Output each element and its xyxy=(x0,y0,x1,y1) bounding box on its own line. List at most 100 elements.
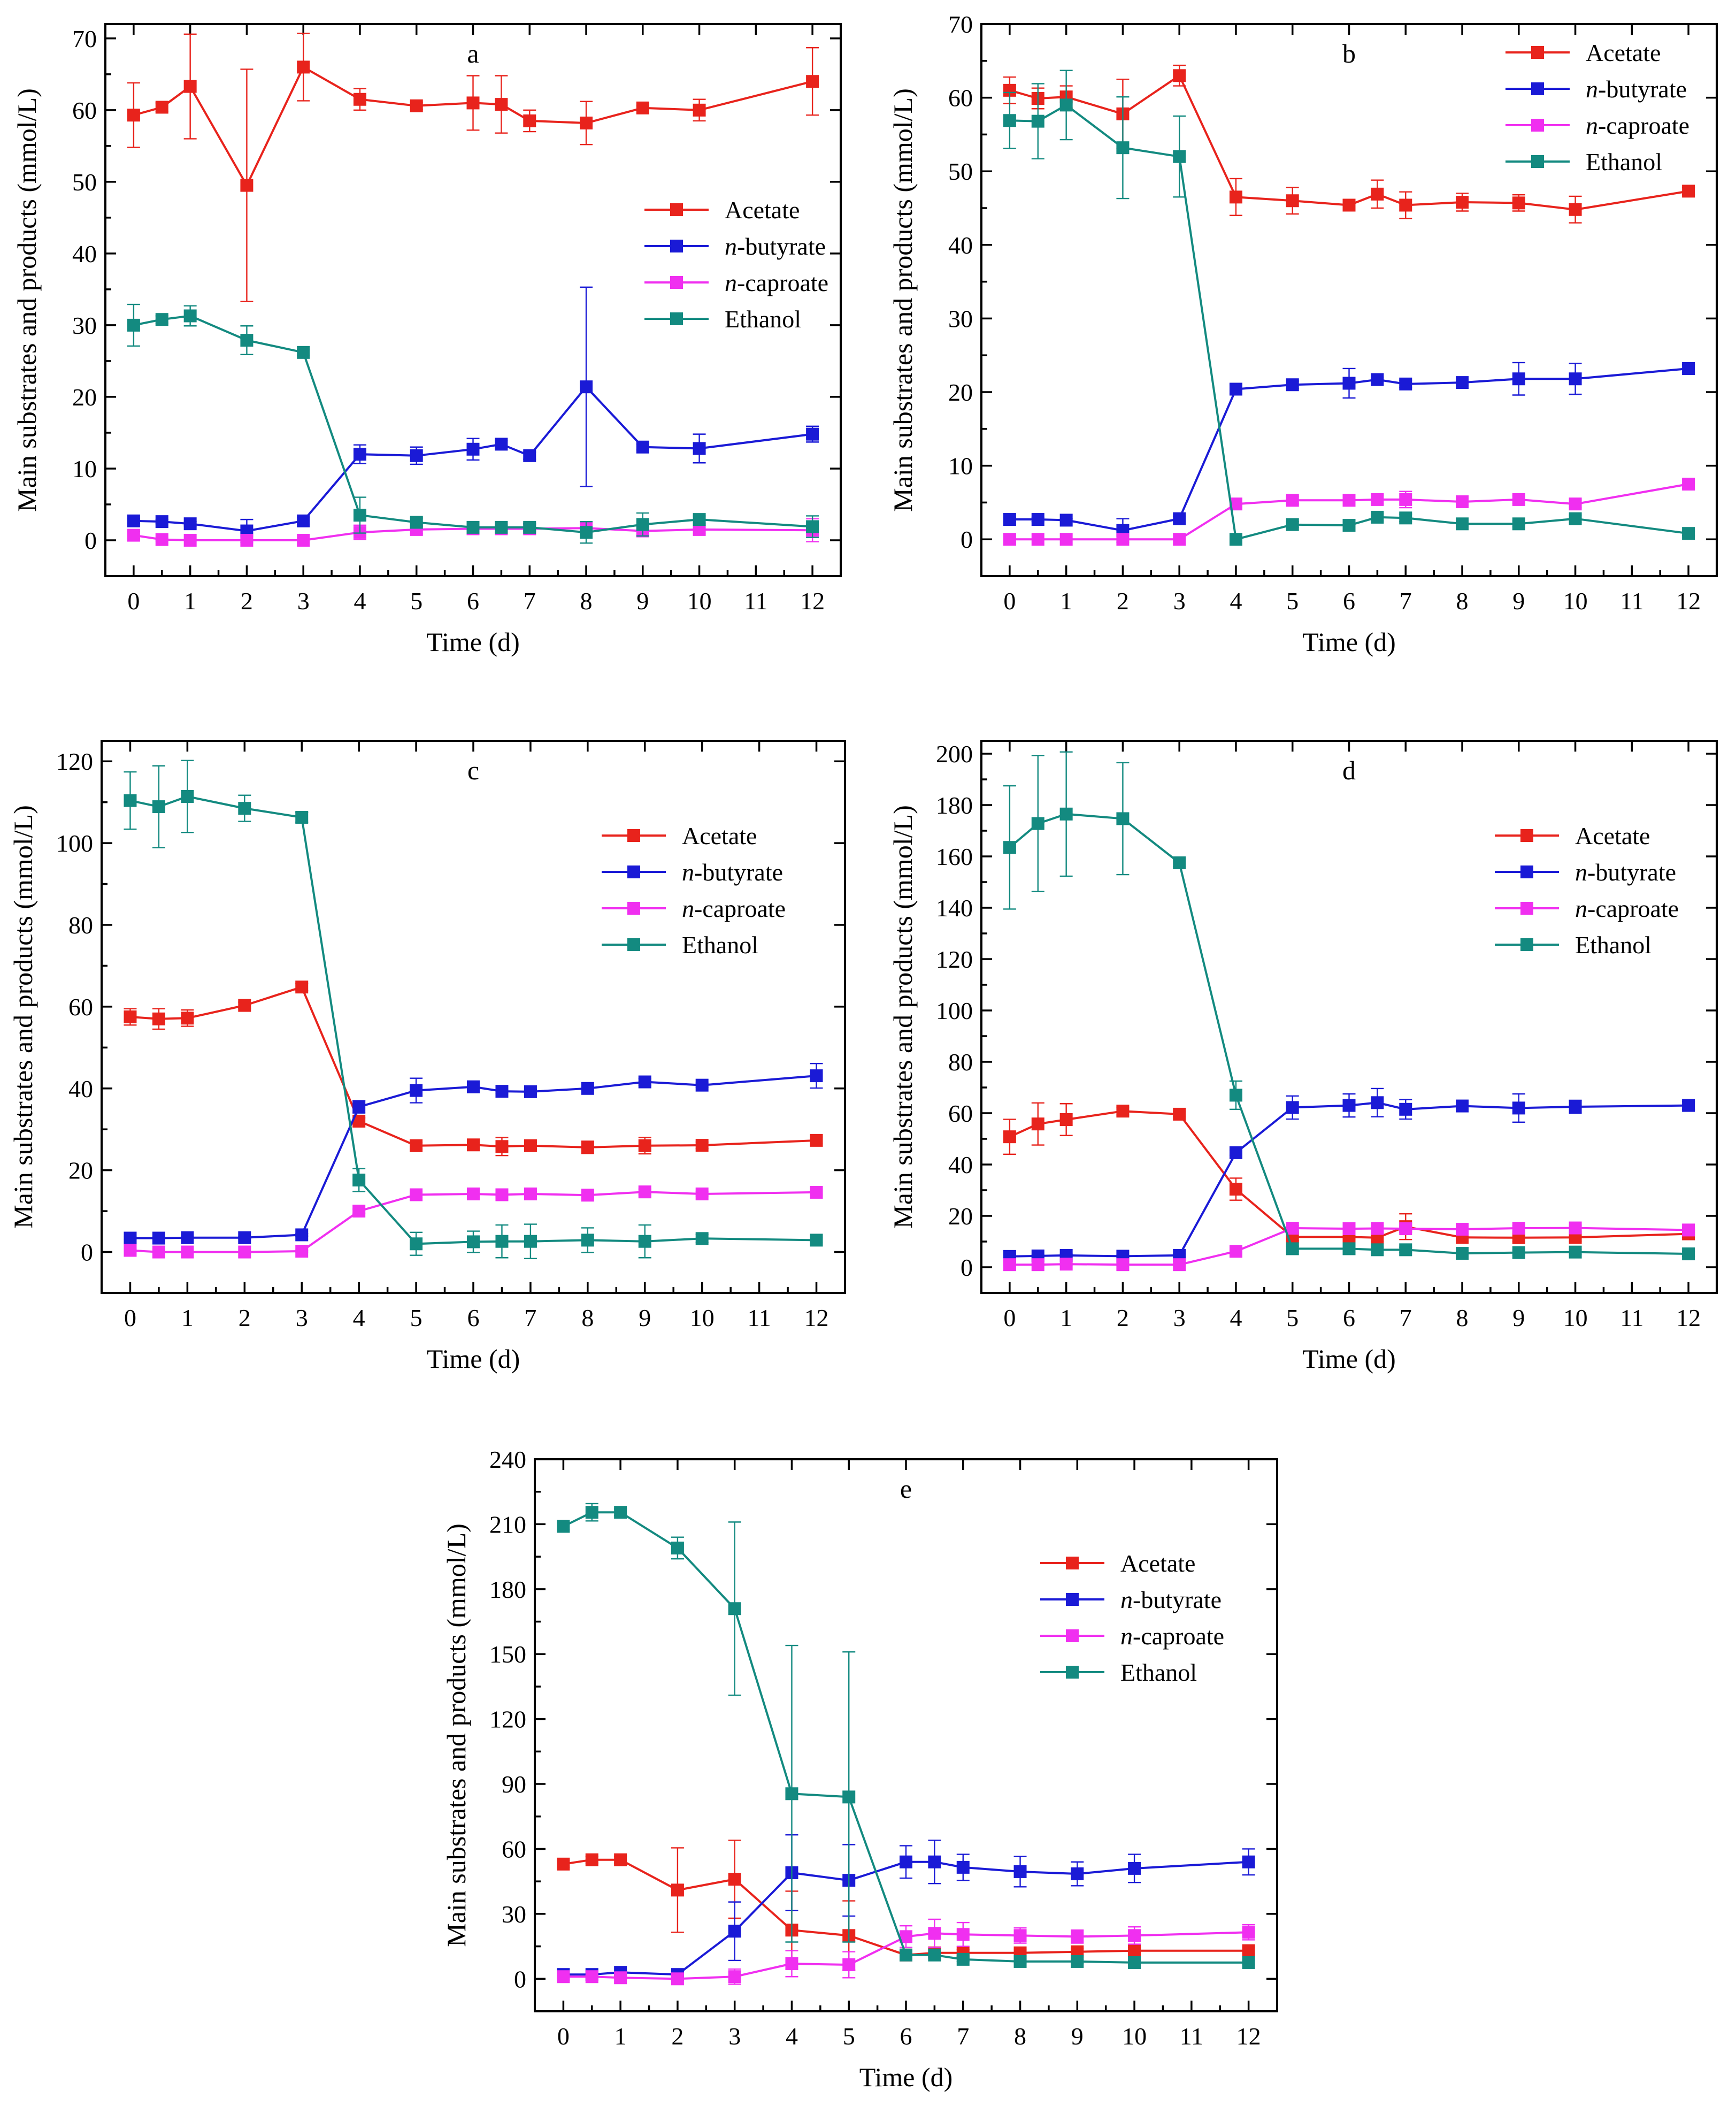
data-point xyxy=(636,440,649,454)
series-line-caproate xyxy=(133,527,813,541)
x-tick-label: 11 xyxy=(747,1304,771,1331)
data-point xyxy=(1286,1222,1299,1235)
y-tick-label: 0 xyxy=(514,1965,526,1993)
data-point xyxy=(1371,1243,1384,1257)
legend-label-acetate: Acetate xyxy=(1575,822,1650,849)
data-point xyxy=(524,1235,537,1248)
x-tick-label: 9 xyxy=(639,1304,651,1331)
y-tick-label: 80 xyxy=(68,912,93,939)
legend-label-rest: -butyrate xyxy=(1598,75,1687,103)
legend-marker-caproate xyxy=(627,902,640,915)
legend-label-italic: n xyxy=(1575,859,1587,886)
data-point xyxy=(183,517,197,531)
series-butyrate xyxy=(127,286,819,543)
x-tick-label: 10 xyxy=(690,1304,715,1331)
data-point xyxy=(1286,194,1299,208)
series-line-butyrate xyxy=(1009,367,1689,532)
data-point xyxy=(523,449,536,462)
data-point xyxy=(1399,1222,1412,1235)
data-point xyxy=(728,1602,741,1615)
legend-label-rest: -butyrate xyxy=(737,233,826,260)
data-point xyxy=(1013,1929,1027,1942)
data-point xyxy=(785,1957,798,1970)
x-tick-label: 3 xyxy=(296,1304,308,1331)
x-tick-label: 2 xyxy=(239,1304,251,1331)
y-axis-title: Main substrates and products (mmol/L) xyxy=(12,88,42,512)
legend-label-rest: -butyrate xyxy=(1587,859,1676,886)
y-tick-label: 160 xyxy=(936,843,973,870)
data-point xyxy=(124,794,137,807)
data-point xyxy=(695,1188,709,1201)
data-point xyxy=(124,1244,137,1257)
y-tick-label: 120 xyxy=(936,946,973,973)
data-point xyxy=(1682,527,1695,540)
y-tick-label: 80 xyxy=(948,1048,973,1076)
legend-marker-acetate xyxy=(1531,46,1544,59)
y-tick-label: 20 xyxy=(948,1202,973,1230)
legend-label-italic: n xyxy=(725,269,737,296)
legend-label-italic: n xyxy=(1575,895,1587,922)
data-point xyxy=(240,334,254,347)
data-point xyxy=(155,101,168,114)
series-caproate xyxy=(1003,478,1695,546)
x-tick-label: 0 xyxy=(124,1304,136,1331)
x-tick-label: 6 xyxy=(467,1304,480,1331)
x-tick-label: 7 xyxy=(524,587,536,615)
x-tick-label: 7 xyxy=(1400,1304,1412,1331)
data-point xyxy=(1116,1105,1130,1118)
data-point xyxy=(295,1245,309,1258)
data-point xyxy=(353,448,366,461)
y-tick-label: 60 xyxy=(68,993,93,1021)
legend-marker-caproate xyxy=(1520,902,1533,915)
data-point xyxy=(1229,1146,1242,1159)
data-point xyxy=(1013,1865,1027,1878)
series-ethanol xyxy=(1003,751,1695,1261)
x-tick-label: 0 xyxy=(557,2023,570,2050)
data-point xyxy=(1173,69,1186,82)
data-point xyxy=(240,179,254,192)
series-acetate xyxy=(127,33,819,302)
data-point xyxy=(1371,493,1384,506)
y-tick-label: 180 xyxy=(489,1576,526,1603)
data-point xyxy=(1399,1243,1412,1257)
x-tick-label: 12 xyxy=(1676,1304,1701,1331)
legend-marker-ethanol xyxy=(670,312,683,325)
legend-label-italic: n xyxy=(682,895,694,922)
x-tick-label: 3 xyxy=(1173,1304,1186,1331)
data-point xyxy=(1342,1099,1356,1112)
x-tick-label: 5 xyxy=(410,587,423,615)
y-tick-label: 240 xyxy=(489,1446,526,1473)
x-tick-label: 9 xyxy=(1512,587,1525,615)
y-axis-title: Main substrates and products (mmol/L) xyxy=(8,805,38,1229)
data-point xyxy=(1371,187,1384,201)
legend-marker-acetate xyxy=(627,829,640,842)
x-tick-label: 0 xyxy=(127,587,140,615)
legend-label-ethanol: Ethanol xyxy=(1575,931,1651,959)
x-tick-label: 3 xyxy=(297,587,310,615)
data-point xyxy=(1071,1867,1084,1881)
series-acetate xyxy=(124,981,823,1156)
series-butyrate xyxy=(557,1834,1255,1981)
y-axis-title: Main substrates and products (mmol/L) xyxy=(888,88,918,512)
data-point xyxy=(695,1078,709,1092)
data-point xyxy=(1003,1130,1016,1144)
data-point xyxy=(181,790,194,803)
data-point xyxy=(1003,841,1016,854)
data-point xyxy=(1229,190,1242,204)
data-point xyxy=(928,1927,941,1940)
x-tick-label: 2 xyxy=(1117,1304,1129,1331)
y-tick-label: 0 xyxy=(85,527,97,554)
data-point xyxy=(183,533,197,547)
series-caproate xyxy=(124,1185,823,1259)
legend-label-butyrate: n-butyrate xyxy=(1120,1586,1222,1613)
x-tick-label: 1 xyxy=(614,2023,627,2050)
data-point xyxy=(1116,141,1130,155)
x-tick-label: 3 xyxy=(1173,587,1186,615)
series-ethanol xyxy=(127,303,819,544)
data-point xyxy=(183,80,197,93)
series-butyrate xyxy=(124,1062,823,1245)
data-point xyxy=(410,449,423,462)
data-point xyxy=(1229,1089,1242,1102)
